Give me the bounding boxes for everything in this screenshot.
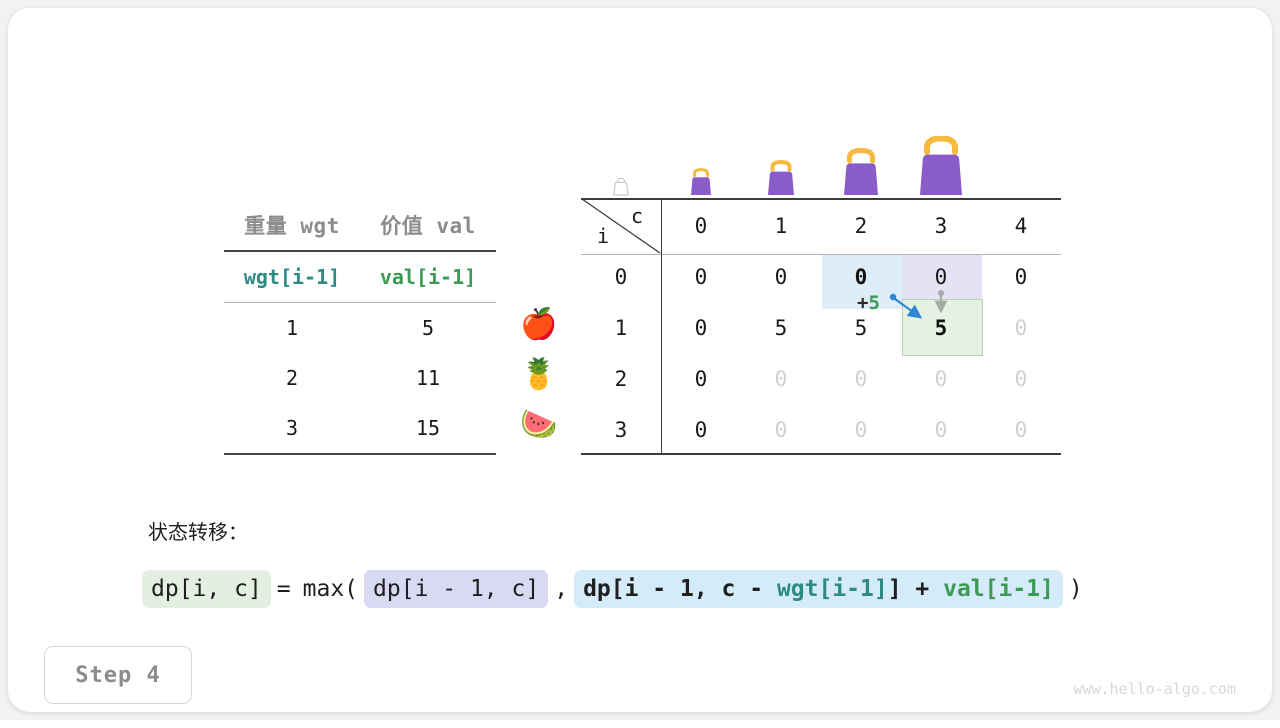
items-subheader-wgt: wgt[i-1]: [243, 265, 341, 289]
bag-icon-2: [741, 134, 821, 196]
dp-cell-0-1: 0: [774, 265, 788, 289]
state-transition-formula: dp[i, c] = max( dp[i - 1, c] , dp[i - 1,…: [142, 566, 1089, 612]
dp-col-header-2: 2: [854, 214, 868, 238]
formula-max: max(: [302, 576, 359, 602]
items-divider-sub: [224, 302, 496, 303]
bag-icon-1: [661, 134, 741, 196]
highlight-prev-cell: [822, 254, 902, 309]
dp-cell-3-4: 0: [1014, 418, 1028, 442]
formula-arg-take: dp[i - 1, c - wgt[i-1]] + val[i-1]: [574, 570, 1063, 608]
items-divider-bottom: [224, 453, 496, 455]
site-watermark: www.hello-algo.com: [1073, 680, 1236, 698]
added-value-annotation: +5: [857, 292, 880, 314]
dp-col-header-0: 0: [694, 214, 708, 238]
items-row-1: 1 5: [224, 303, 496, 353]
formula-comma: ,: [554, 576, 569, 602]
item-3-weight: 3: [285, 416, 299, 440]
items-subheader-val: val[i-1]: [379, 265, 477, 289]
dp-cell-0-3: 0: [934, 265, 948, 289]
dp-row-header-1: 1: [614, 316, 628, 340]
added-value: 5: [868, 292, 880, 314]
dp-cell-0-0: 0: [694, 265, 708, 289]
dp-border-bottom: [581, 453, 1061, 455]
dp-cell-1-3: 5: [934, 316, 948, 340]
items-header-row: 重量 wgt 价值 val: [224, 200, 496, 250]
dp-cell-2-0: 0: [694, 367, 708, 391]
dp-cell-2-3: 0: [934, 367, 948, 391]
dp-cell-3-2: 0: [854, 418, 868, 442]
state-transition-label: 状态转移：: [148, 520, 248, 544]
dp-cell-1-0: 0: [694, 316, 708, 340]
items-table: 重量 wgt 价值 val wgt[i-1] val[i-1] 1 5 2 11…: [224, 200, 496, 455]
dp-cell-1-4: 0: [1014, 316, 1028, 340]
plus-sign: +: [857, 292, 869, 314]
items-header-wgt: 重量 wgt: [244, 214, 340, 238]
items-header-val: 价值 val: [380, 214, 476, 238]
dp-cell-3-0: 0: [694, 418, 708, 442]
formula-token-val: val[i-1]: [943, 576, 1054, 602]
dp-col-header-3: 3: [934, 214, 948, 238]
capacity-bag-icons: [581, 134, 1061, 196]
dp-cell-3-1: 0: [774, 418, 788, 442]
dp-cell-3-3: 0: [934, 418, 948, 442]
dp-row-header-0: 0: [614, 265, 628, 289]
bag-icon-4: [901, 134, 981, 196]
dp-col-header-1: 1: [774, 214, 788, 238]
dp-cell-1-2: 5: [854, 316, 868, 340]
dp-cell-0-2: 0: [854, 265, 868, 289]
items-divider-top: [224, 250, 496, 252]
dp-cell-2-4: 0: [1014, 367, 1028, 391]
formula-take-mid: ] +: [887, 576, 944, 602]
item-1-weight: 1: [285, 316, 299, 340]
formula-equals: =: [276, 576, 291, 602]
step-badge: Step 4: [44, 646, 192, 704]
pineapple-icon: 🍍: [520, 357, 558, 392]
dp-col-axis-label: c: [631, 204, 644, 228]
dp-col-header-4: 4: [1014, 214, 1028, 238]
item-3-value: 15: [415, 416, 441, 440]
dp-cell-2-2: 0: [854, 367, 868, 391]
dp-corner-diagonal: [581, 198, 661, 254]
dp-cell-2-1: 0: [774, 367, 788, 391]
dp-row-header-2: 2: [614, 367, 628, 391]
apple-icon: 🍎: [520, 307, 558, 342]
dp-border-vertical: [661, 198, 662, 454]
items-row-2: 2 11: [224, 353, 496, 403]
bag-icon-3: [821, 134, 901, 196]
bag-icon-0: [581, 134, 661, 196]
item-2-weight: 2: [285, 366, 299, 390]
items-row-3: 3 15: [224, 403, 496, 453]
dp-row-header-3: 3: [614, 418, 628, 442]
dp-table: i c 0 1 2 3 4 0 1 2 3 0 0 0 0 0 0 5 5 5 …: [581, 198, 1061, 455]
content-card: 重量 wgt 价值 val wgt[i-1] val[i-1] 1 5 2 11…: [8, 8, 1272, 712]
dp-row-axis-label: i: [597, 224, 610, 248]
dp-border-top: [581, 198, 1061, 200]
dp-border-header: [581, 254, 1061, 255]
dp-cell-1-1: 5: [774, 316, 788, 340]
formula-close-paren: ): [1068, 576, 1083, 602]
items-subheader-row: wgt[i-1] val[i-1]: [224, 252, 496, 302]
item-icons-column: 🍎 🍍 🍉: [511, 300, 567, 450]
dp-cell-0-4: 0: [1014, 265, 1028, 289]
formula-arg-skip: dp[i - 1, c]: [364, 570, 549, 608]
formula-target: dp[i, c]: [142, 570, 271, 608]
formula-take-prefix: dp[i - 1, c -: [583, 576, 777, 602]
formula-token-wgt: wgt[i-1]: [776, 576, 888, 602]
watermelon-icon: 🍉: [520, 407, 558, 442]
item-2-value: 11: [415, 366, 441, 390]
item-1-value: 5: [421, 316, 435, 340]
